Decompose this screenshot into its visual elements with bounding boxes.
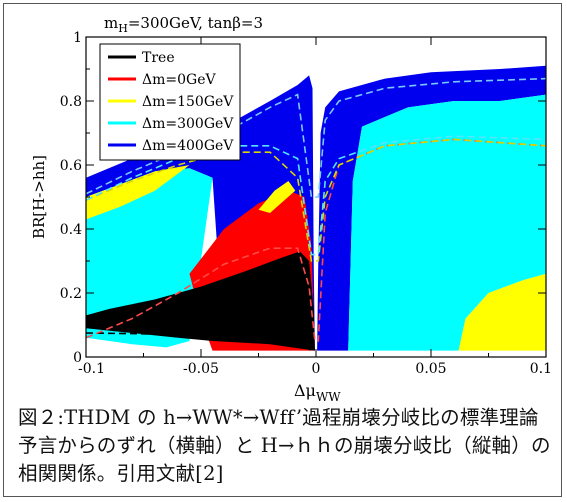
legend-label: Δm=150GeV xyxy=(142,94,234,110)
y-axis-label: BR[H->hh] xyxy=(30,155,48,239)
y-tick-label: 0.2 xyxy=(60,286,82,302)
x-tick-label: 0.05 xyxy=(415,361,446,377)
x-axis-label: ΔμWW xyxy=(294,381,341,404)
figure-caption: 図２:THDM の h→WW*→Wff’過程崩壊分岐比の標準理論予言からのずれ（… xyxy=(18,406,551,485)
x-tick-label: -0.05 xyxy=(183,361,219,377)
curve-m-150gev xyxy=(86,138,546,262)
legend: Tree Δm=0GeV Δm=150GeV Δm=300GeV Δm=400GeV xyxy=(99,43,241,161)
chart-title: mH=300GeV, tanβ=3 xyxy=(104,14,263,35)
axis-ticks: -0.1 -0.05 0 0.05 0.1 0 0.2 0.4 0.6 0.8 1 xyxy=(60,30,552,377)
legend-label: Δm=0GeV xyxy=(142,72,216,88)
x-tick-label: 0.1 xyxy=(530,361,552,377)
region-m-400gev-1 xyxy=(317,65,546,351)
band-regions xyxy=(86,65,546,351)
y-tick-label: 0 xyxy=(73,350,82,366)
figure-frame: -0.1 -0.05 0 0.05 0.1 0 0.2 0.4 0.6 0.8 1 mH=300Ge… xyxy=(3,3,562,497)
region-m-150gev-1 xyxy=(258,181,296,213)
y-tick-label: 0.6 xyxy=(60,158,82,174)
region-tree-0 xyxy=(86,251,315,351)
y-tick-label: 0.8 xyxy=(60,94,82,110)
region-m-150gev-0 xyxy=(86,165,190,220)
curve-tree xyxy=(86,332,312,352)
legend-label: Δm=400GeV xyxy=(142,138,234,154)
y-tick-label: 0.4 xyxy=(60,222,82,238)
region-m-150gev-2 xyxy=(458,273,546,351)
y-tick-label: 1 xyxy=(73,30,82,46)
x-tick-label: 0 xyxy=(312,361,321,377)
legend-label: Δm=300GeV xyxy=(142,116,234,132)
curve-m-0gev xyxy=(86,138,546,342)
region-m-300gev-1 xyxy=(348,94,546,351)
legend-label: Tree xyxy=(142,50,175,66)
x-tick-label: -0.1 xyxy=(78,361,105,377)
chart: -0.1 -0.05 0 0.05 0.1 0 0.2 0.4 0.6 0.8 1 mH=300Ge… xyxy=(30,14,552,404)
